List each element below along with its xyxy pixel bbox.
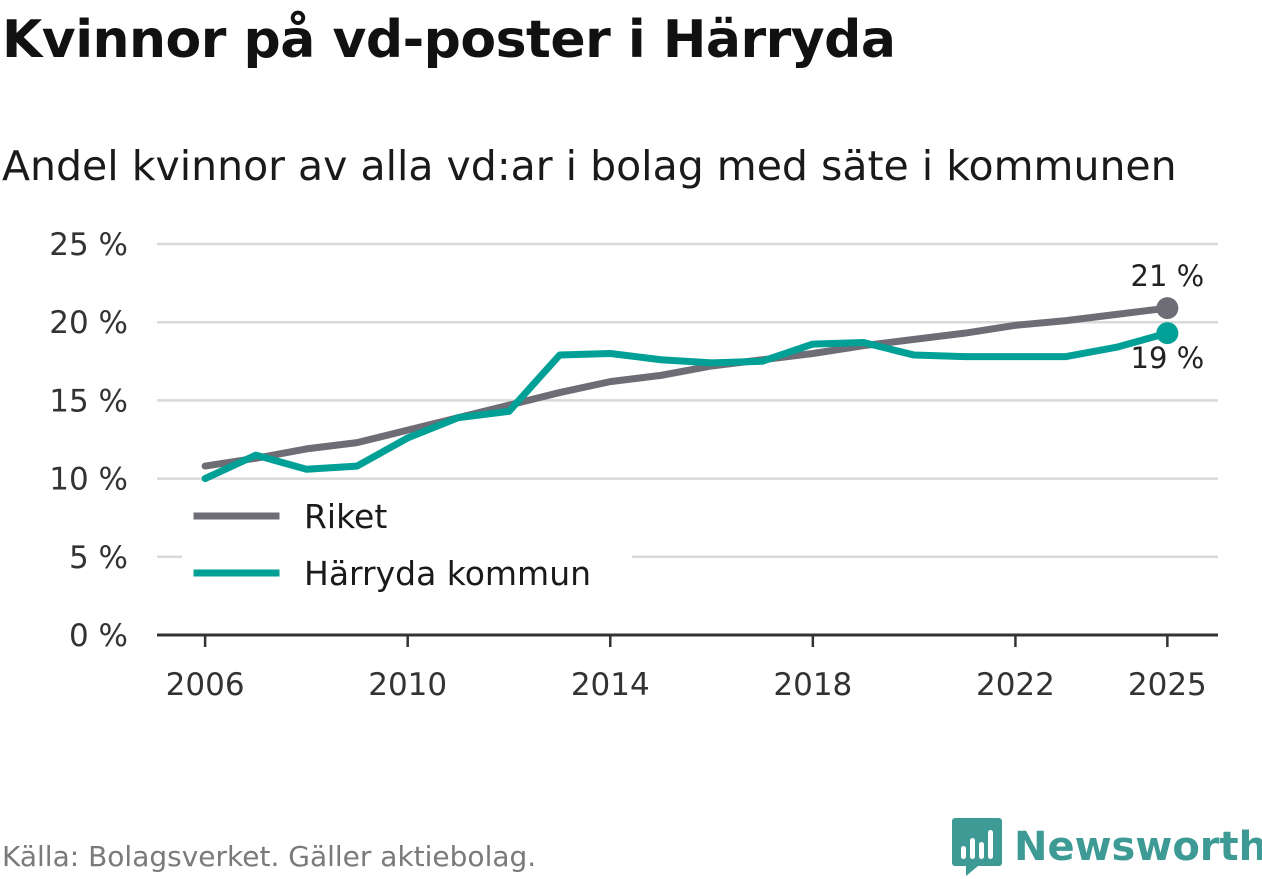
y-tick-label: 25 % [49,227,128,263]
y-tick-label: 15 % [49,383,128,419]
end-point-marker [1156,297,1179,320]
legend: Riket Härryda kommun [182,493,632,603]
chart-title: Kvinnor på vd-poster i Härryda [2,10,896,70]
series-lines: 21 % 19 % [201,259,1205,483]
y-tick-label: 20 % [49,305,128,341]
x-tick-label: 2010 [368,667,447,703]
x-tick-label: 2006 [166,667,245,703]
series-line-harryda [201,329,1171,483]
chart-subtitle: Andel kvinnor av alla vd:ar i bolag med … [2,142,1177,190]
end-value-label: 21 % [1131,259,1205,293]
y-tick-label: 0 % [69,618,128,654]
source-note: Källa: Bolagsverket. Gäller aktiebolag. [2,840,537,873]
legend-label: Härryda kommun [304,554,591,593]
x-tick-label: 2014 [571,667,650,703]
y-tick-label: 10 % [49,462,128,498]
axes: 0 % 5 % 10 % 15 % 20 % 25 % 2006 2010 2014 2018 20… [49,227,1218,703]
x-tick-label: 2018 [773,667,852,703]
y-tick-label: 5 % [69,540,128,576]
legend-label: Riket [304,497,387,536]
newsworthy-logo-icon [952,818,1002,876]
legend-background [182,493,632,603]
x-tick-label: 2022 [976,667,1055,703]
brand-logo: Newsworthy [952,818,1262,876]
end-point-marker [1156,322,1179,345]
x-tick-label: 2025 [1128,667,1207,703]
brand-name: Newsworthy [1014,824,1262,870]
end-value-label: 19 % [1131,341,1205,375]
series-line-riket [201,304,1171,470]
